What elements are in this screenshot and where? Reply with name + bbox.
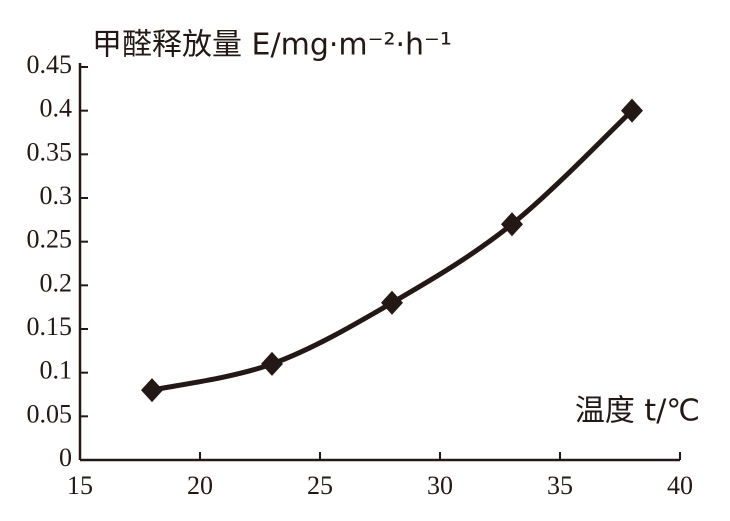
marker bbox=[381, 290, 403, 315]
x-tick-label: 30 bbox=[427, 471, 453, 500]
y-tick-label: 0.25 bbox=[27, 225, 73, 254]
line bbox=[151, 108, 634, 393]
marker bbox=[261, 351, 283, 376]
y-tick-label: 0 bbox=[59, 443, 72, 472]
y-tick-label: 0.15 bbox=[27, 312, 73, 341]
y-tick-label: 0.4 bbox=[40, 94, 73, 123]
x-tick-label: 35 bbox=[547, 471, 573, 500]
x-tick-label: 15 bbox=[67, 471, 93, 500]
x-tick-label: 40 bbox=[667, 471, 693, 500]
y-tick-label: 0.45 bbox=[27, 50, 73, 79]
marker bbox=[501, 212, 523, 237]
marker bbox=[141, 378, 163, 403]
marker bbox=[621, 98, 643, 123]
x-tick-label: 25 bbox=[307, 471, 333, 500]
y-axis-label: 甲醛释放量 E/mg·m⁻²·h⁻¹ bbox=[92, 28, 452, 63]
y-tick-label: 0.3 bbox=[40, 181, 73, 210]
y-tick-label: 0.05 bbox=[27, 399, 73, 428]
x-tick-label: 20 bbox=[187, 471, 213, 500]
y-tick-label: 0.1 bbox=[40, 356, 73, 385]
y-tick-label: 0.35 bbox=[27, 137, 73, 166]
x-axis-label: 温度 t/℃ bbox=[575, 394, 700, 429]
y-tick-label: 0.2 bbox=[40, 268, 73, 297]
